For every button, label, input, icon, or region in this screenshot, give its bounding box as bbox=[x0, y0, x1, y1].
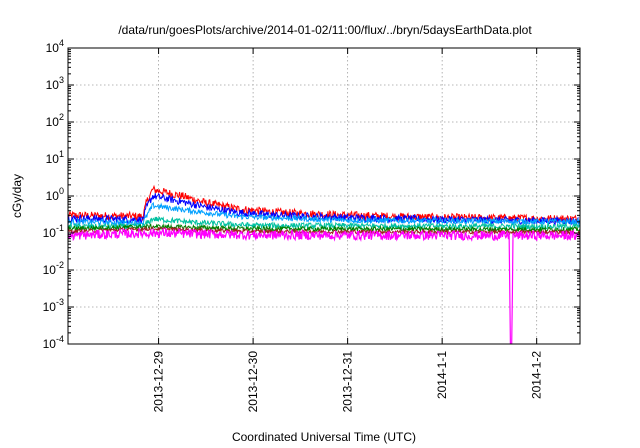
y-tick-exponent: -3 bbox=[56, 297, 64, 307]
y-tick-exponent: -4 bbox=[56, 334, 64, 344]
y-tick-exponent: -1 bbox=[56, 223, 64, 233]
y-tick-base: 10 bbox=[43, 263, 57, 277]
x-tick-label: 2013-12-31 bbox=[341, 351, 355, 413]
x-tick-label: 2013-12-30 bbox=[246, 351, 260, 413]
y-tick-label: 10-1 bbox=[43, 223, 64, 240]
y-tick-label: 101 bbox=[46, 149, 64, 166]
x-tick-label: 2014-1-1 bbox=[435, 351, 449, 399]
x-tick-label: 2014-1-2 bbox=[530, 351, 544, 399]
y-tick-label: 10-3 bbox=[43, 297, 64, 314]
y-tick-label: 100 bbox=[46, 186, 64, 203]
y-tick-base: 10 bbox=[46, 41, 60, 55]
y-tick-label: 10-4 bbox=[43, 334, 64, 351]
y-tick-label: 103 bbox=[46, 75, 64, 92]
y-tick-exponent: 1 bbox=[59, 149, 64, 159]
y-tick-base: 10 bbox=[43, 337, 57, 351]
series-line-3 bbox=[68, 201, 580, 228]
y-tick-base: 10 bbox=[46, 189, 60, 203]
series-line-7 bbox=[68, 227, 580, 344]
series-line-1 bbox=[68, 184, 580, 224]
y-tick-exponent: 4 bbox=[59, 38, 64, 48]
x-tick-label: 2013-12-29 bbox=[152, 351, 166, 413]
series-line-5 bbox=[68, 222, 580, 234]
grid bbox=[68, 48, 580, 344]
ticks: 10-410-310-210-11001011021031042013-12-2… bbox=[43, 38, 580, 412]
y-tick-base: 10 bbox=[43, 300, 57, 314]
y-tick-exponent: 0 bbox=[59, 186, 64, 196]
y-tick-base: 10 bbox=[43, 226, 57, 240]
y-tick-exponent: 3 bbox=[59, 75, 64, 85]
y-tick-base: 10 bbox=[46, 78, 60, 92]
y-axis-label: cGy/day bbox=[10, 174, 24, 218]
y-tick-label: 10-2 bbox=[43, 260, 64, 277]
y-tick-base: 10 bbox=[46, 152, 60, 166]
chart-title: /data/run/goesPlots/archive/2014-01-02/1… bbox=[118, 23, 532, 37]
y-tick-base: 10 bbox=[46, 115, 60, 129]
x-axis-label: Coordinated Universal Time (UTC) bbox=[232, 430, 416, 444]
y-tick-label: 102 bbox=[46, 112, 64, 129]
y-tick-exponent: 2 bbox=[59, 112, 64, 122]
y-tick-exponent: -2 bbox=[56, 260, 64, 270]
data-series-group bbox=[68, 184, 580, 344]
y-tick-label: 104 bbox=[46, 38, 64, 55]
